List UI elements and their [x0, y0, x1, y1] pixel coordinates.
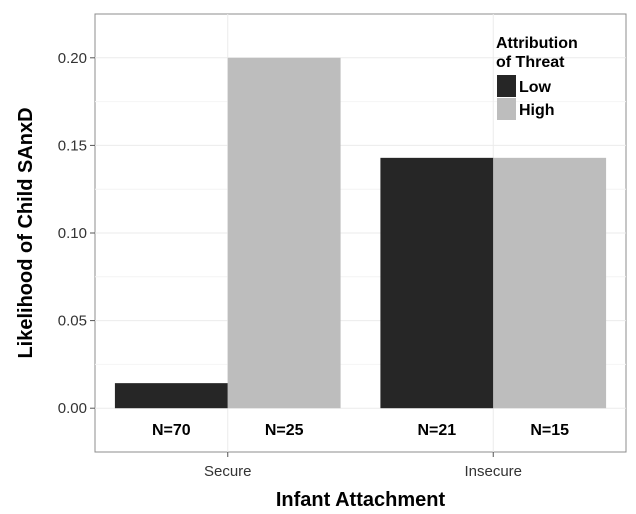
- legend-title-line: of Threat: [496, 54, 565, 71]
- legend-title-line: Attribution: [496, 35, 578, 52]
- y-tick-label: 0.20: [58, 50, 87, 67]
- legend: Attribution of Threat Low High: [496, 35, 578, 120]
- y-tick-label: 0.15: [58, 137, 87, 154]
- y-tick-label: 0.10: [58, 225, 87, 242]
- legend-key-high: [497, 98, 516, 120]
- n-label-insecure-low: N=21: [417, 422, 456, 439]
- y-tick-label: 0.05: [58, 313, 87, 330]
- x-axis: Secure Insecure: [204, 452, 522, 480]
- y-tick-label: 0.00: [58, 400, 87, 417]
- x-axis-title: Infant Attachment: [276, 489, 446, 511]
- y-axis-title: Likelihood of Child SAnxD: [15, 107, 37, 358]
- n-label-secure-high: N=25: [265, 422, 304, 439]
- bar-secure-high: [227, 57, 341, 409]
- bar-insecure-high: [493, 157, 607, 409]
- bar-insecure-low: [380, 157, 494, 409]
- sample-size-labels: N=70 N=25 N=21 N=15: [152, 422, 569, 439]
- x-tick-label-insecure: Insecure: [464, 463, 522, 480]
- bars-group: [114, 57, 607, 409]
- n-label-insecure-high: N=15: [530, 422, 569, 439]
- y-axis: 0.00 0.05 0.10 0.15 0.20: [58, 50, 95, 417]
- bar-secure-low: [114, 383, 228, 409]
- legend-label-low: Low: [519, 79, 552, 96]
- legend-label-high: High: [519, 102, 555, 119]
- x-tick-label-secure: Secure: [204, 463, 252, 480]
- legend-key-low: [497, 75, 516, 97]
- n-label-secure-low: N=70: [152, 422, 191, 439]
